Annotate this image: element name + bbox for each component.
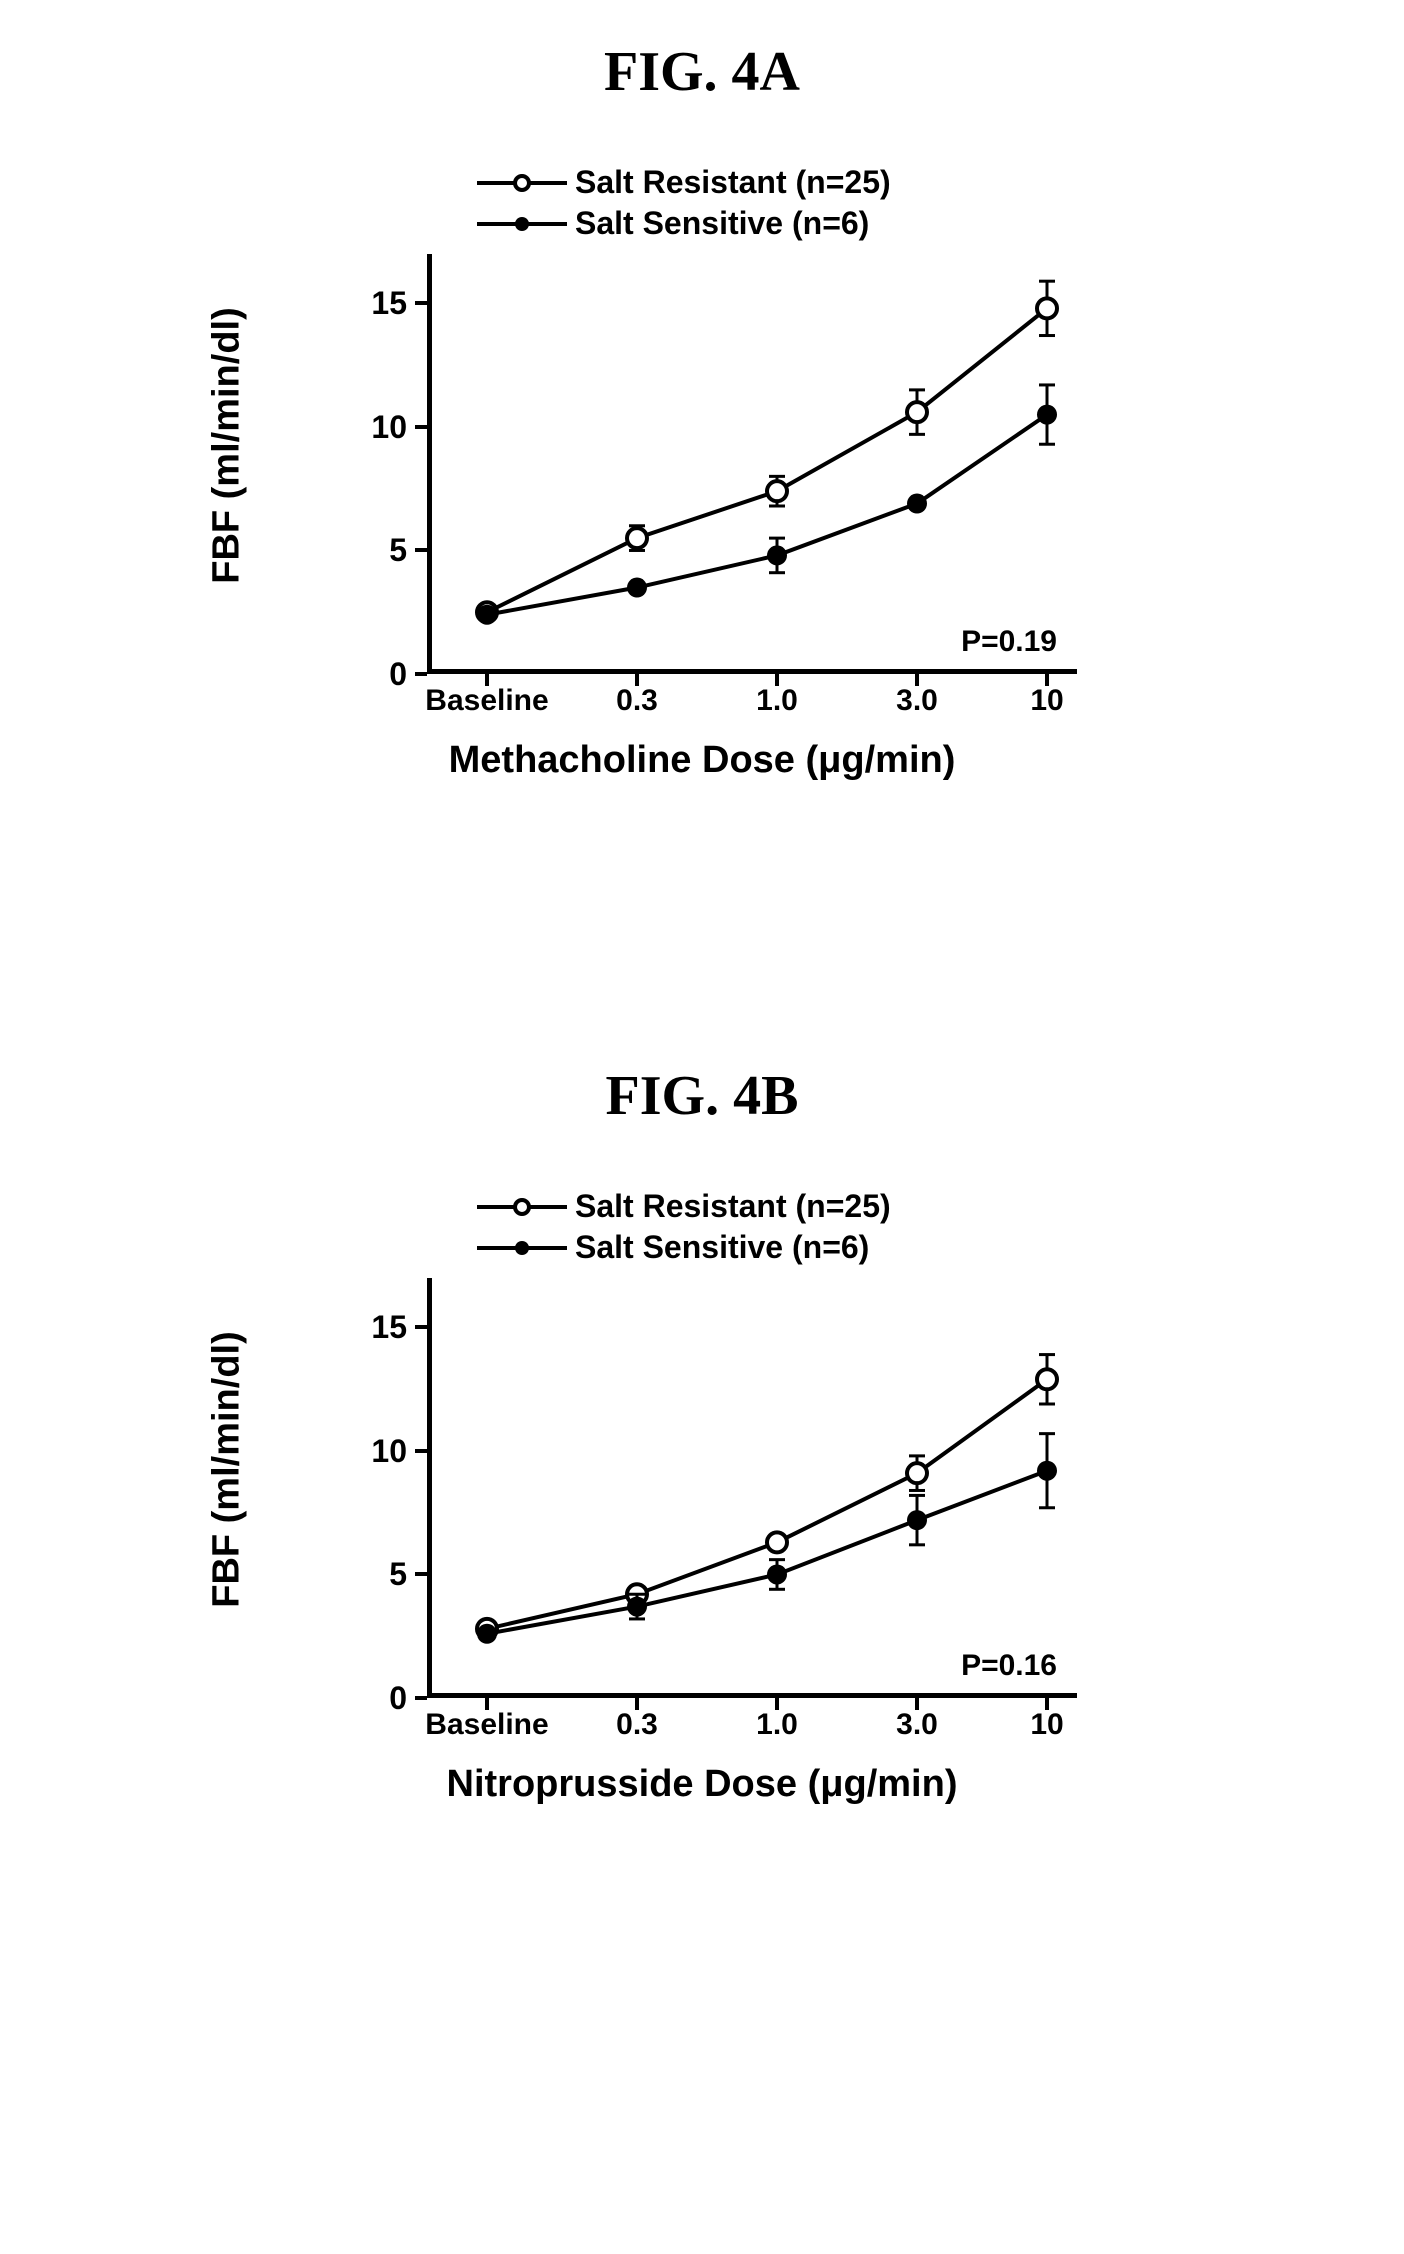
y-tick <box>415 301 427 305</box>
series-line <box>487 415 1047 615</box>
y-tick-label: 10 <box>347 409 407 446</box>
marker-filled <box>1037 1461 1057 1481</box>
series-line <box>487 308 1047 612</box>
marker-filled <box>767 545 787 565</box>
chart-svg-4b <box>427 1278 1077 1698</box>
y-tick <box>415 1449 427 1453</box>
marker-filled <box>627 578 647 598</box>
marker-filled <box>627 1597 647 1617</box>
x-tick-label: 0.3 <box>616 684 658 718</box>
y-tick <box>415 425 427 429</box>
marker-filled <box>477 1624 497 1644</box>
x-tick-label: 3.0 <box>896 1708 938 1742</box>
plot-area-4a: P=0.19 051015Baseline0.31.03.010 <box>427 254 1077 674</box>
x-tick-label: 10 <box>1030 684 1063 718</box>
legend-label-sensitive: Salt Sensitive (n=6) <box>575 205 869 242</box>
figure-container: FIG. 4A Salt Resistant (n=25) Salt Sensi… <box>40 40 1364 1908</box>
p-value-4b: P=0.16 <box>961 1649 1057 1683</box>
marker-open <box>907 1463 927 1483</box>
x-tick-label: 0.3 <box>616 1708 658 1742</box>
y-tick <box>415 1325 427 1329</box>
x-tick-label: 3.0 <box>896 684 938 718</box>
marker-filled <box>767 1564 787 1584</box>
marker-open <box>767 481 787 501</box>
y-tick-label: 15 <box>347 1309 407 1346</box>
marker-open <box>767 1532 787 1552</box>
y-tick-label: 0 <box>347 1680 407 1717</box>
figure-4b: FIG. 4B Salt Resistant (n=25) Salt Sensi… <box>40 1064 1364 1908</box>
y-axis-title-4a: FBF (ml/min/dl) <box>206 307 249 584</box>
marker-filled <box>907 494 927 514</box>
legend-marker-filled <box>477 1236 567 1260</box>
y-tick <box>415 672 427 676</box>
marker-open <box>627 528 647 548</box>
y-tick-label: 5 <box>347 1556 407 1593</box>
y-tick <box>415 1572 427 1576</box>
y-tick <box>415 548 427 552</box>
legend-4a: Salt Resistant (n=25) Salt Sensitive (n=… <box>477 164 891 246</box>
chart-4a: Salt Resistant (n=25) Salt Sensitive (n=… <box>277 164 1127 884</box>
x-tick-label: 1.0 <box>756 1708 798 1742</box>
marker-open <box>907 402 927 422</box>
legend-label-resistant: Salt Resistant (n=25) <box>575 164 891 201</box>
legend-label-resistant-b: Salt Resistant (n=25) <box>575 1188 891 1225</box>
legend-marker-open <box>477 1195 567 1219</box>
marker-filled <box>907 1510 927 1530</box>
legend-label-sensitive-b: Salt Sensitive (n=6) <box>575 1229 869 1266</box>
marker-filled <box>477 605 497 625</box>
legend-row-resistant: Salt Resistant (n=25) <box>477 164 891 201</box>
marker-open <box>1037 298 1057 318</box>
x-tick-label: 10 <box>1030 1708 1063 1742</box>
y-tick-label: 5 <box>347 532 407 569</box>
y-axis-title-4b: FBF (ml/min/dl) <box>206 1331 249 1608</box>
legend-row-sensitive-b: Salt Sensitive (n=6) <box>477 1229 891 1266</box>
chart-svg-4a <box>427 254 1077 674</box>
x-tick-label: Baseline <box>425 684 548 718</box>
figure-title-4a: FIG. 4A <box>40 40 1364 104</box>
figure-4a: FIG. 4A Salt Resistant (n=25) Salt Sensi… <box>40 40 1364 884</box>
y-tick-label: 0 <box>347 656 407 693</box>
x-tick-label: 1.0 <box>756 684 798 718</box>
chart-4b: Salt Resistant (n=25) Salt Sensitive (n=… <box>277 1188 1127 1908</box>
p-value-4a: P=0.19 <box>961 625 1057 659</box>
legend-marker-open <box>477 171 567 195</box>
legend-marker-filled <box>477 212 567 236</box>
legend-4b: Salt Resistant (n=25) Salt Sensitive (n=… <box>477 1188 891 1270</box>
marker-open <box>1037 1369 1057 1389</box>
legend-row-sensitive: Salt Sensitive (n=6) <box>477 205 891 242</box>
legend-row-resistant-b: Salt Resistant (n=25) <box>477 1188 891 1225</box>
plot-area-4b: P=0.16 051015Baseline0.31.03.010 <box>427 1278 1077 1698</box>
y-tick <box>415 1696 427 1700</box>
x-tick-label: Baseline <box>425 1708 548 1742</box>
y-tick-label: 10 <box>347 1433 407 1470</box>
y-tick-label: 15 <box>347 285 407 322</box>
x-axis-title-4b: Nitroprusside Dose (μg/min) <box>447 1763 958 1806</box>
figure-title-4b: FIG. 4B <box>40 1064 1364 1128</box>
marker-filled <box>1037 405 1057 425</box>
x-axis-title-4a: Methacholine Dose (μg/min) <box>449 739 956 782</box>
